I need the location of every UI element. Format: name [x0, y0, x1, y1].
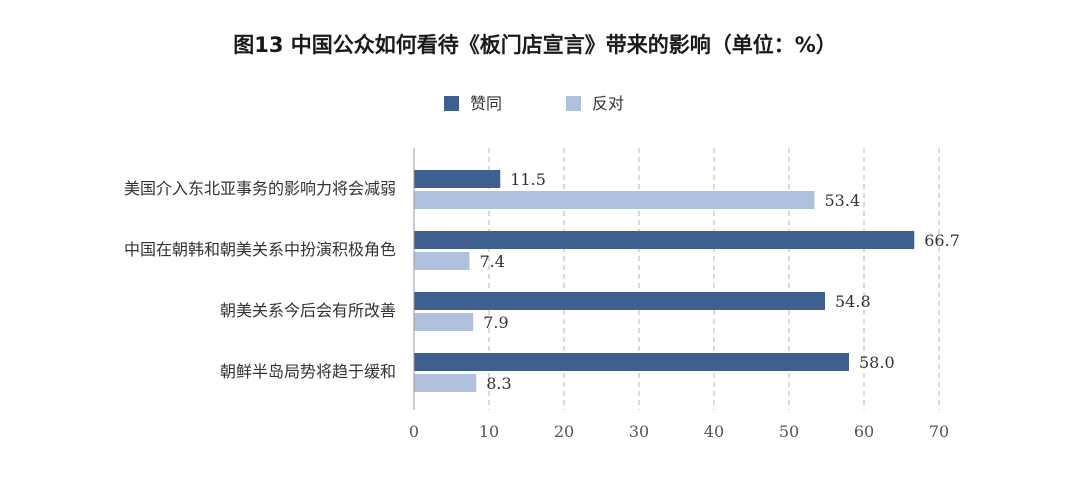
legend-label-oppose: 反对: [592, 94, 624, 113]
bar-oppose: [414, 374, 477, 392]
legend: 赞同 反对: [444, 94, 624, 113]
category-label: 朝美关系今后会有所改善: [220, 301, 396, 320]
bar-oppose: [414, 313, 474, 331]
category-label: 美国介入东北亚事务的影响力将会减弱: [124, 179, 396, 198]
x-axis-ticks: 0 10 20 30 40 50 60 70: [409, 422, 949, 441]
x-tick-label: 50: [779, 422, 799, 441]
data-label: 53.4: [825, 191, 861, 210]
bar-oppose: [414, 191, 815, 209]
legend-swatch-agree: [444, 96, 459, 111]
data-label: 7.9: [483, 313, 508, 332]
category-labels: 美国介入东北亚事务的影响力将会减弱中国在朝韩和朝美关系中扮演积极角色朝美关系今后…: [124, 179, 396, 381]
x-tick-label: 0: [409, 422, 419, 441]
x-tick-label: 70: [929, 422, 949, 441]
x-tick-label: 40: [704, 422, 724, 441]
category-label: 朝鲜半岛局势将趋于缓和: [220, 362, 396, 381]
legend-label-agree: 赞同: [470, 94, 502, 113]
bar-agree: [414, 292, 825, 310]
chart-title: 图13 中国公众如何看待《板门店宣言》带来的影响（单位：%）: [233, 33, 837, 57]
x-tick-label: 20: [554, 422, 574, 441]
x-tick-label: 60: [854, 422, 874, 441]
bars: [414, 170, 915, 392]
bar-oppose: [414, 252, 470, 270]
data-label: 66.7: [924, 231, 960, 250]
bar-agree: [414, 231, 915, 249]
data-label: 7.4: [480, 252, 505, 271]
x-tick-label: 30: [629, 422, 649, 441]
bar-agree: [414, 353, 849, 371]
data-label: 8.3: [486, 374, 511, 393]
data-label: 11.5: [510, 170, 546, 189]
category-label: 中国在朝韩和朝美关系中扮演积极角色: [124, 240, 396, 259]
data-label: 58.0: [859, 353, 895, 372]
data-label: 54.8: [835, 292, 871, 311]
bar-agree: [414, 170, 501, 188]
value-labels: 11.5 53.4 66.7 7.4 54.8 7.9 58.0 8.3: [480, 170, 960, 393]
legend-swatch-oppose: [566, 96, 581, 111]
x-tick-label: 10: [479, 422, 499, 441]
